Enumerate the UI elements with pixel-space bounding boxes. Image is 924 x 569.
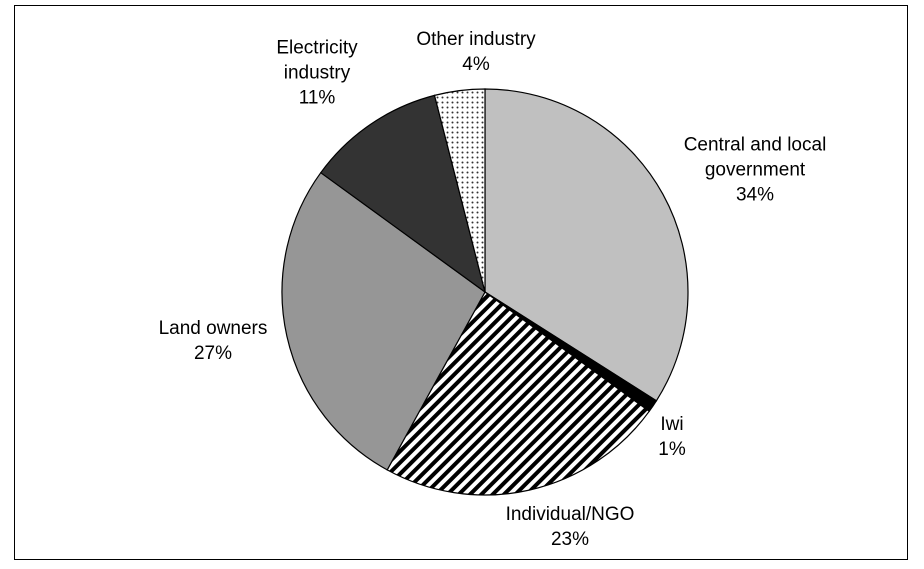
value-label: 1% <box>658 439 686 460</box>
category-label: Land owners <box>158 318 268 339</box>
pie-slice <box>386 291 651 496</box>
slice-label: Central and local government 34% <box>660 133 850 208</box>
chart-frame <box>14 5 908 560</box>
pie-slice <box>433 88 486 293</box>
pie-slice <box>484 88 689 402</box>
slice-label: Iwi 1% <box>642 412 702 462</box>
pie-slice <box>319 94 486 294</box>
category-label: Other industry <box>416 29 536 50</box>
slice-label: Other industry 4% <box>386 27 566 77</box>
category-label: Iwi <box>660 414 684 435</box>
slice-label: Individual/NGO 23% <box>460 502 680 552</box>
value-label: 4% <box>462 54 490 75</box>
value-label: 27% <box>193 343 233 364</box>
pie-slice <box>281 171 486 471</box>
category-label: Central and local government <box>683 134 827 181</box>
category-label: Individual/NGO <box>505 504 635 525</box>
slice-label: Land owners 27% <box>133 316 293 366</box>
value-label: 11% <box>298 87 336 109</box>
value-label: 23% <box>550 529 590 550</box>
category-label: Electricity industry <box>276 37 358 84</box>
slice-label: Electricity industry 11% <box>262 36 372 111</box>
value-label: 34% <box>735 184 775 206</box>
